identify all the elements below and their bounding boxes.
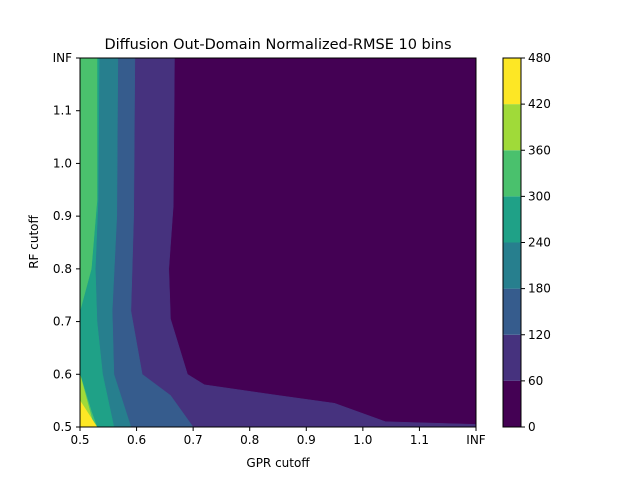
- colorbar-axis: 0 60 120 180 240 300 360 420 480: [521, 51, 551, 434]
- x-tick-label: 0.8: [240, 433, 259, 447]
- y-axis: 0.5 0.6 0.7 0.8 0.9 1.0 1.1 INF: [53, 51, 80, 434]
- axes-frame: [79, 57, 477, 428]
- colorbar-band-300-360: [503, 150, 521, 197]
- x-tick-label: 0.9: [297, 433, 316, 447]
- x-tick-label: 1.1: [410, 433, 429, 447]
- x-tick-label: 0.7: [184, 433, 203, 447]
- colorbar-band-60-120: [503, 334, 521, 381]
- colorbar-tick-label: 420: [528, 97, 551, 111]
- colorbar-band-420-480: [503, 58, 521, 105]
- colorbar-tick-label: 480: [528, 51, 551, 65]
- plot-area: [79, 57, 477, 428]
- x-tick-label: 0.6: [127, 433, 146, 447]
- colorbar-tick-label: 60: [528, 374, 543, 388]
- colorbar: [503, 58, 521, 427]
- x-axis: 0.5 0.6 0.7 0.8 0.9 1.0 1.1 INF: [70, 427, 486, 447]
- colorbar-tick-label: 120: [528, 328, 551, 342]
- colorbar-band-360-420: [503, 104, 521, 151]
- colorbar-band-240-300: [503, 196, 521, 243]
- colorbar-tick-label: 240: [528, 236, 551, 250]
- colorbar-tick-label: 300: [528, 189, 551, 203]
- colorbar-band-180-240: [503, 242, 521, 289]
- colorbar-tick-label: 0: [528, 420, 536, 434]
- y-tick-label: 1.0: [53, 156, 72, 170]
- y-tick-label: 0.8: [53, 262, 72, 276]
- colorbar-band-120-180: [503, 288, 521, 335]
- y-tick-label: INF: [53, 51, 73, 65]
- colorbar-band-0-60: [503, 380, 521, 427]
- colorbar-tick-label: 360: [528, 143, 551, 157]
- y-tick-label: 0.7: [53, 315, 72, 329]
- x-tick-label: 0.5: [70, 433, 89, 447]
- colorbar-tick-label: 180: [528, 282, 551, 296]
- x-tick-label: INF: [466, 433, 486, 447]
- y-tick-label: 0.6: [53, 367, 72, 381]
- chart-title: Diffusion Out-Domain Normalized-RMSE 10 …: [104, 37, 451, 53]
- y-axis-label: RF cutoff: [27, 214, 41, 268]
- x-tick-label: 1.0: [353, 433, 372, 447]
- y-tick-label: 1.1: [53, 104, 72, 118]
- y-tick-label: 0.5: [53, 420, 72, 434]
- x-axis-label: GPR cutoff: [246, 456, 310, 470]
- y-tick-label: 0.9: [53, 209, 72, 223]
